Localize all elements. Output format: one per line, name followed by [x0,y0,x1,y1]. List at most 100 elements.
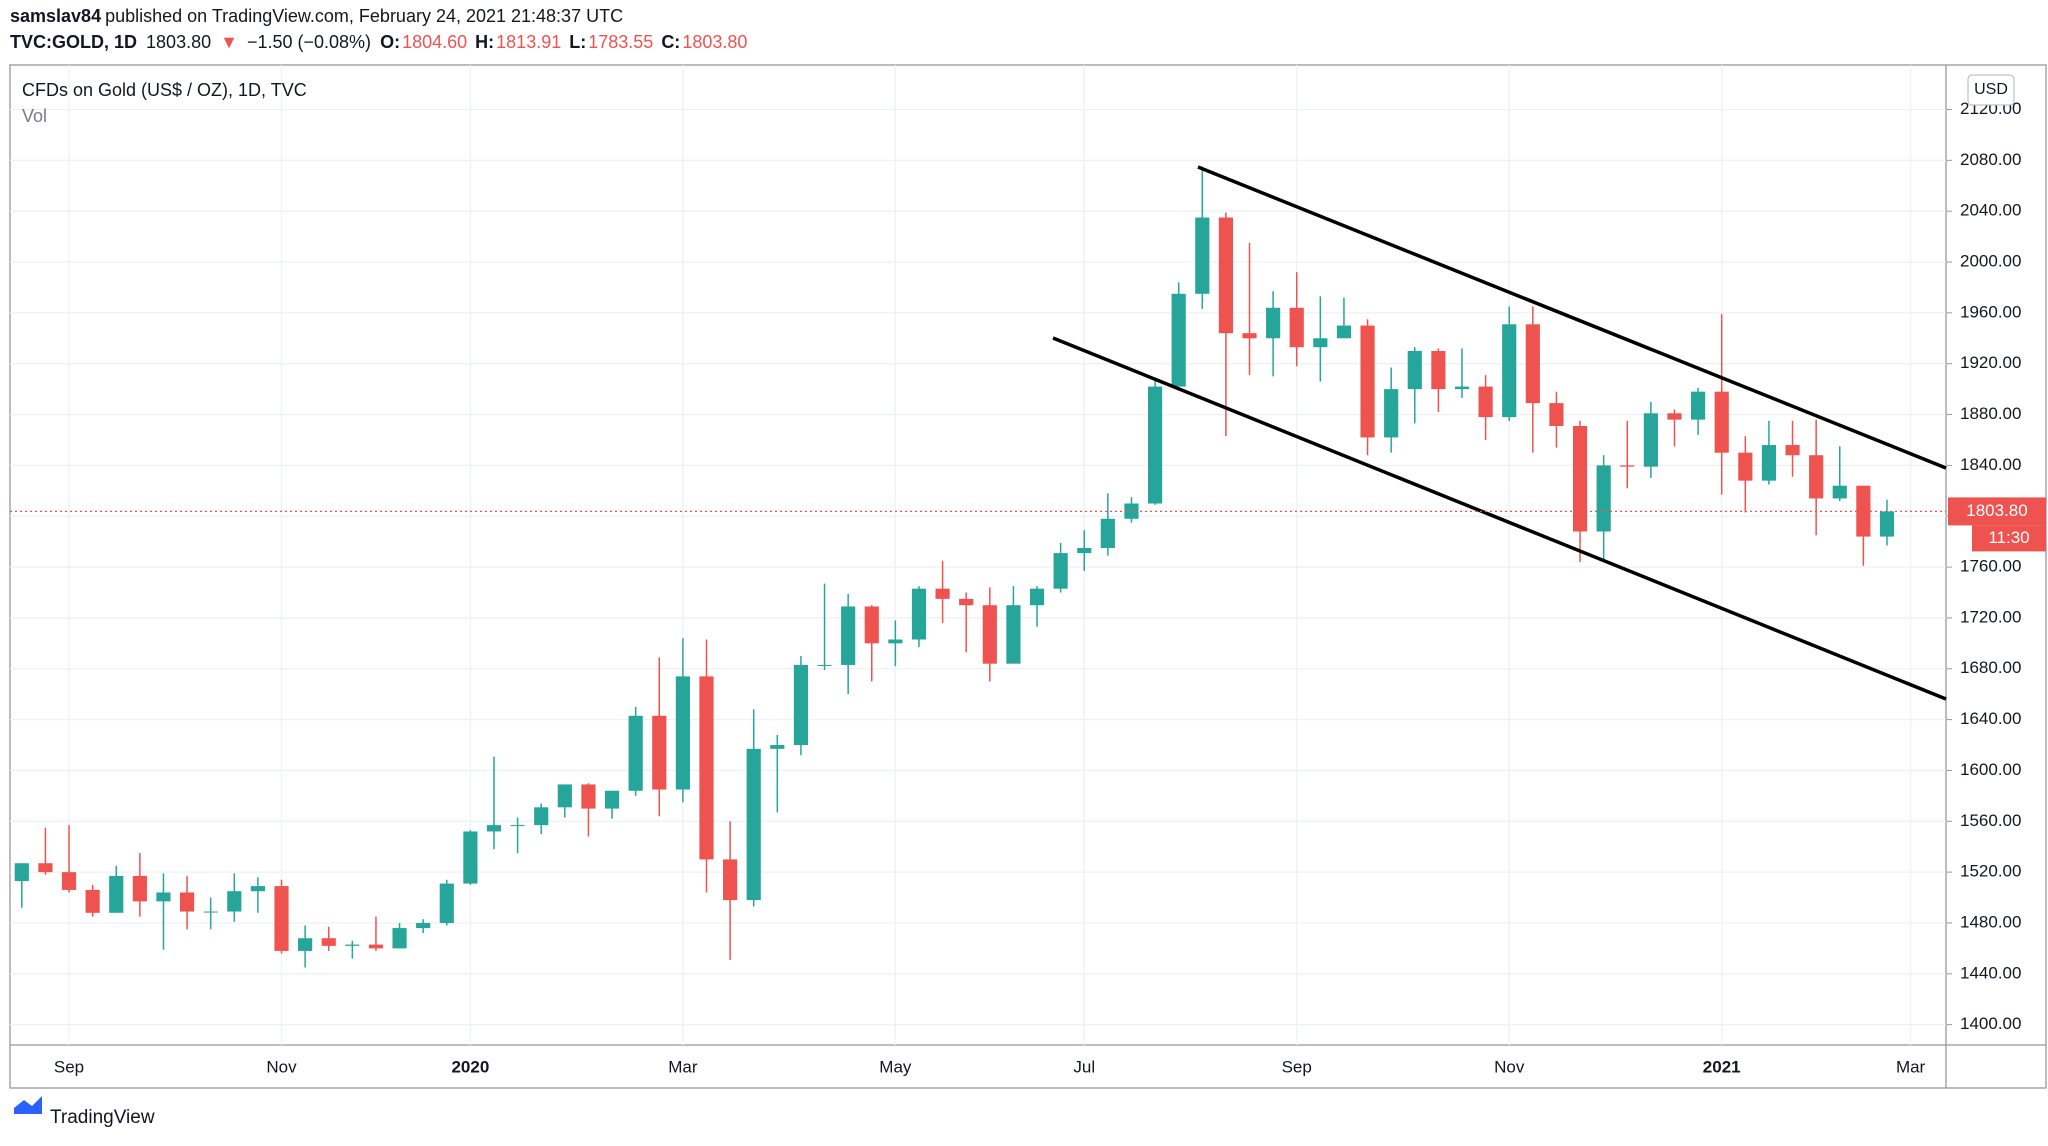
candle-body [770,745,785,749]
y-tick-label: 2040.00 [1960,201,2021,220]
y-tick-label: 1760.00 [1960,557,2021,576]
candle-body [179,892,195,912]
candle-body [38,863,53,873]
y-tick-label: 1960.00 [1960,302,2021,321]
candle-body [345,944,360,946]
candle-body [841,606,856,665]
candle-body [1785,445,1800,456]
candle-body [1431,350,1446,390]
x-tick-label: Sep [1282,1057,1312,1076]
candle-body [392,928,407,949]
y-tick-label: 1880.00 [1960,404,2021,423]
x-tick-label: Jul [1073,1057,1095,1076]
candle-body [61,872,77,890]
ohlc-value: 1804.60 [402,32,468,52]
author: samslav84 [10,6,102,26]
candle-body [1360,325,1375,438]
chart-title: CFDs on Gold (US$ / OZ), 1D, TVC [22,80,307,100]
candle-body [1879,511,1895,537]
candle-body [1266,307,1281,339]
x-tick-label: Mar [668,1057,698,1076]
candle-body [675,676,690,790]
published: published on TradingView.com, February 2… [105,6,624,26]
y-tick-label: 1520.00 [1960,862,2021,881]
candle-body [85,889,100,913]
candle-body [1407,350,1422,390]
candle-body [1147,386,1163,504]
symbol: TVC:GOLD, 1D [10,32,138,52]
frame [9,64,2047,1089]
candle-body [1502,324,1517,418]
ohlc-key: L: [569,32,587,52]
candle-body [1856,485,1871,537]
y-tick-label: 1640.00 [1960,709,2021,728]
candle-body [1454,386,1470,390]
candle-body [1691,391,1706,420]
y-tick-label: 1560.00 [1960,811,2021,830]
change: −1.50 (−0.08%) [246,32,372,52]
candle-body [1714,391,1729,453]
candle-body [203,911,218,913]
candle-body [14,863,29,882]
candle-body [1738,452,1753,481]
candle-body [723,859,738,901]
y-tick-label: 1920.00 [1960,353,2021,372]
candle-body [935,588,950,599]
candle-body [109,875,124,913]
candle-body [793,664,809,746]
candle-body [1761,445,1777,481]
candle-body [699,676,714,860]
candle-body [510,825,525,827]
y-tick-label: 1600.00 [1960,760,2021,779]
currency: USD [1974,81,2008,98]
candle-body [439,883,454,923]
candle-body [1643,413,1658,467]
currency-box [1967,74,2015,106]
ohlc-value: 1813.91 [496,32,562,52]
candle-body [321,938,336,946]
candle-body [817,664,832,666]
candle-body [1006,605,1021,664]
x-tick-label: Nov [266,1057,297,1076]
candle-body [1100,518,1115,549]
publish-line: samslav84 published on TradingView.com, F… [10,6,627,27]
candle-body [1478,386,1493,418]
candle-body [1171,293,1186,387]
candle-body [1384,389,1399,438]
candle-body [604,790,620,809]
candle-body [652,715,667,790]
candle-body [864,606,879,644]
candle-body [911,588,927,640]
candle-body [1029,588,1045,606]
candle-body [1336,325,1352,339]
y-tick-label: 1840.00 [1960,455,2021,474]
brand: TradingView [50,1107,155,1128]
candle-body [1549,403,1564,426]
ohlc-key: C: [661,32,681,52]
symbol-line: TVC:GOLD, 1D 1803.80 ▼ −1.50 (−0.08%) O:… [10,32,759,53]
y-tick-label: 1480.00 [1960,912,2021,931]
candle-body [1667,413,1682,420]
y-tick-label: 1680.00 [1960,658,2021,677]
y-tick-label: 2000.00 [1960,252,2021,271]
x-tick-label: Mar [1896,1057,1926,1076]
candle-body [486,825,502,832]
channel-lower [1052,336,1947,701]
candle-body [274,886,289,951]
volume-label: Vol [22,106,47,126]
candle-body [1053,553,1068,589]
candle-body [1289,307,1304,348]
candle-body [982,605,997,664]
x-tick-label: Nov [1494,1057,1525,1076]
x-tick-label: May [879,1057,912,1076]
candle-body [1832,485,1847,499]
candle-body [1313,338,1328,348]
candle-body [1077,548,1092,554]
candle-body [557,784,572,808]
ohlc-key: O: [380,32,401,52]
candle-body [1218,217,1233,334]
candle-body [463,831,478,884]
candle-body [1195,217,1210,294]
candle-body [1242,333,1257,339]
